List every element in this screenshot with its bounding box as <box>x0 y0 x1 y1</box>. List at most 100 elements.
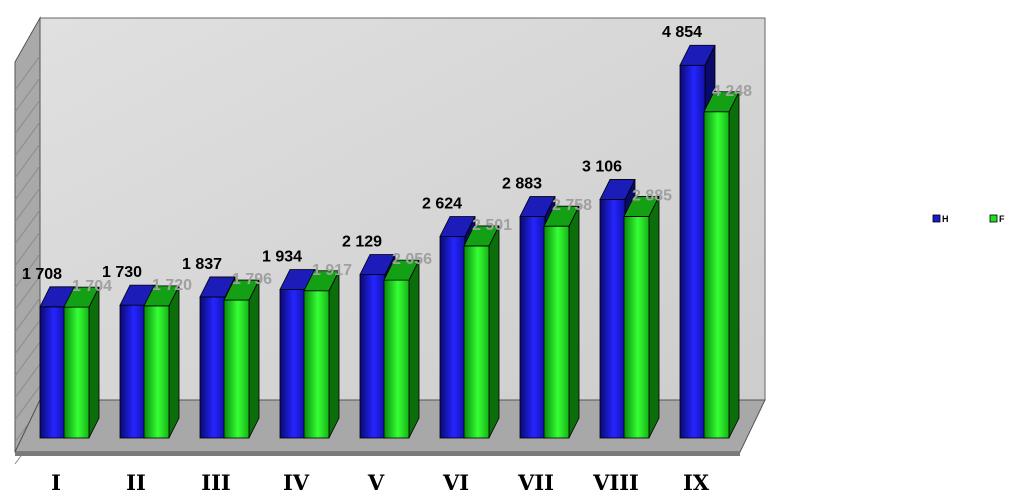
bars <box>39 44 740 439</box>
bar-h-i-front <box>39 306 66 439</box>
bar-f-iv-side <box>328 270 340 439</box>
category-label: IV <box>283 470 310 495</box>
bar-f-vii <box>543 205 580 439</box>
bar-h-ix-top <box>679 44 716 66</box>
bar-h-vi-top <box>439 216 476 237</box>
legend-label-h: H <box>942 214 949 224</box>
left-wall-stripe <box>14 209 41 245</box>
left-wall-stripe <box>14 187 41 223</box>
bar-f-iv-front <box>303 290 330 439</box>
bar-h-vii-top <box>519 196 556 217</box>
value-label-f: 1 796 <box>232 271 272 288</box>
bar-f-vii-top <box>543 205 580 227</box>
legend-swatch-h <box>932 214 941 223</box>
value-label-f: 1 720 <box>152 277 192 294</box>
left-wall-stripe <box>14 319 41 355</box>
bar-f-ii-front <box>143 305 170 439</box>
bar-f-iii <box>223 279 260 439</box>
bar-f-vii-front <box>543 225 570 439</box>
bar-h-v-front <box>359 274 386 439</box>
bar-h-viii-top <box>599 179 636 200</box>
bar-f-iii-side <box>248 279 260 439</box>
bar-f-v-front <box>383 279 410 439</box>
left-wall-stripe <box>14 77 41 113</box>
left-wall-stripe <box>14 253 41 289</box>
left-wall-stripe <box>14 275 41 311</box>
left-wall-stripe <box>14 341 41 377</box>
left-wall-stripe <box>14 231 41 267</box>
bar-f-ii <box>143 285 180 439</box>
bar-h-vi-front <box>439 236 466 439</box>
bar-h-ix-front <box>679 64 706 439</box>
bar-h-ii-front <box>119 304 146 439</box>
left-wall-stripe <box>14 297 41 333</box>
legend-label-f: F <box>999 214 1005 224</box>
category-label: VI <box>442 470 469 495</box>
bar-f-vi-front <box>463 245 490 439</box>
category-label: I <box>51 470 61 495</box>
bar-h-viii-front <box>599 199 626 439</box>
value-label-h: 1 730 <box>102 264 142 281</box>
bar-f-viii <box>623 196 660 439</box>
bar-h-iv-front <box>279 289 306 439</box>
value-label-h: 1 837 <box>182 256 222 273</box>
bar-f-viii-side <box>648 196 660 439</box>
value-label-f: 2 501 <box>472 217 512 234</box>
value-label-h: 2 129 <box>342 233 382 250</box>
value-label-h: 3 106 <box>582 158 622 175</box>
bar-f-ix-front <box>703 111 730 439</box>
category-label: III <box>201 470 230 495</box>
bar-h-ii-top <box>119 284 156 306</box>
legend: H F <box>932 214 1005 224</box>
category-label: IX <box>683 470 710 495</box>
value-label-f: 2 056 <box>392 251 432 268</box>
left-wall-stripe <box>14 121 41 157</box>
left-wall-stripe <box>14 143 41 179</box>
bar-f-i-front <box>63 306 90 439</box>
bar-h-iii-top <box>199 276 236 298</box>
bar-f-viii-top <box>623 196 660 217</box>
bar-f-ix-top <box>703 91 740 113</box>
value-label-h: 1 934 <box>262 248 302 265</box>
bar-f-vi <box>463 225 500 439</box>
bar-f-vi-top <box>463 225 500 247</box>
value-label-f: 2 758 <box>552 197 592 214</box>
bar-f-ix <box>703 91 740 439</box>
bar-f-i-side <box>88 286 100 439</box>
category-label: II <box>126 470 146 495</box>
bar-f-v-top <box>383 259 420 281</box>
category-labels: I II III IV V VI VII VIII IX <box>51 470 710 495</box>
bar-f-iii-front <box>223 299 250 439</box>
left-wall-stripe <box>14 99 41 135</box>
value-label-f: 4 248 <box>712 83 752 100</box>
bar-f-v-side <box>408 259 420 439</box>
bar-f-ii-top <box>143 285 180 307</box>
left-wall-stripe <box>14 55 41 91</box>
left-wall-stripe <box>14 385 41 421</box>
value-label-h: 2 624 <box>422 195 462 212</box>
bar-f-vi-side <box>488 225 500 439</box>
bar-f-ii-side <box>168 285 180 439</box>
bar-h-iv-top <box>279 269 316 290</box>
value-label-h: 2 883 <box>502 176 542 193</box>
bar-h-vii-front <box>519 216 546 439</box>
left-wall-stripe <box>14 165 41 201</box>
bar-f-v <box>383 259 420 439</box>
bar-f-iv <box>303 270 340 439</box>
value-label-h: 4 854 <box>662 24 702 41</box>
left-wall-stripe <box>14 363 41 399</box>
bar-f-i-top <box>63 286 100 308</box>
category-label: VII <box>517 470 554 495</box>
bar-f-vii-side <box>568 206 580 439</box>
bar-f-iv-top <box>303 270 340 292</box>
bar-h-iii-front <box>199 296 226 439</box>
bar-f-iii-top <box>223 279 260 301</box>
category-label: V <box>367 470 385 495</box>
value-label-f: 1 917 <box>312 262 352 279</box>
value-label-f: 1 704 <box>72 278 112 295</box>
bar-f-viii-front <box>623 216 650 439</box>
legend-swatch-f <box>989 214 998 223</box>
